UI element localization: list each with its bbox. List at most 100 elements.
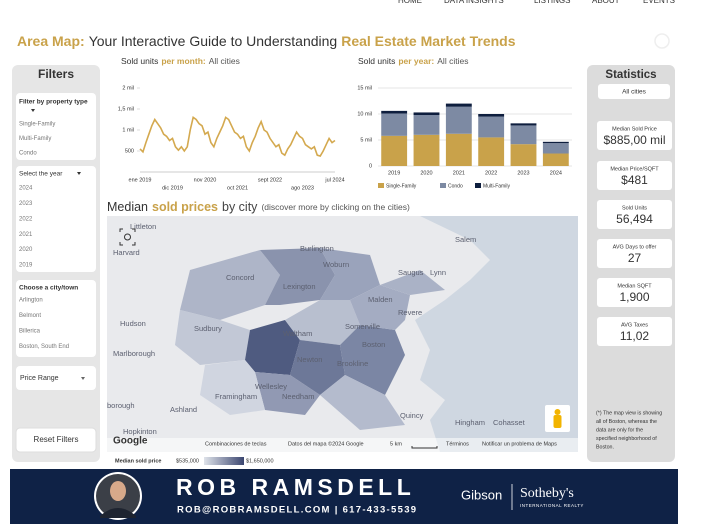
place-label: Brookline [337,359,368,368]
place-label: Harvard [113,248,140,257]
region[interactable] [290,340,345,395]
nav-link[interactable]: EVENTS [643,0,675,5]
place-label: Concord [226,273,254,282]
filter-option[interactable]: Multi-Family [19,136,51,142]
map-footer-text[interactable]: Términos [446,441,469,447]
filter-option[interactable]: 2022 [19,216,33,222]
bar [510,123,537,126]
filter-option[interactable]: 2019 [19,263,33,269]
map-footer-text[interactable]: Datos del mapa ©2024 Google [288,440,364,447]
stat-cards: Median Sold Price$885,00 mil Median Price… [597,121,672,346]
filter-option[interactable]: Boston, South End [19,344,69,350]
place-label: Somerville [345,322,380,331]
nav-link[interactable]: HOME [398,0,422,5]
pegman-icon [554,409,561,415]
stat-value: 11,02 [620,329,649,343]
location-icon [119,228,136,246]
chart-title-part: All cities [437,56,468,66]
note-line: (*) The map view is showing [596,410,662,416]
filter-option[interactable]: Arlington [19,298,43,304]
filter-label: Choose a city/town [19,285,78,292]
filter-label: Filter by property type [19,99,88,106]
banner-contact[interactable]: ROB@ROBRAMSDELL.COM | 617-433-5539 [177,505,417,516]
region[interactable] [180,250,280,320]
region[interactable] [350,285,410,330]
place-label: Ashland [170,405,197,414]
stat-card [597,200,672,229]
region[interactable] [320,375,405,430]
region[interactable] [245,320,300,375]
place-label: Waltham [283,329,312,338]
place-label: Needham [282,392,315,401]
stat-card [597,317,672,346]
chart-title-part: Sold units [121,56,158,66]
map-title-part: by city [222,200,258,214]
price-range-dropdown[interactable] [16,366,96,390]
stat-value: 56,494 [616,212,653,226]
bar [445,106,472,134]
y-tick-label: 5 mil [360,137,372,143]
x-tick-label: ene 2019 [129,177,152,183]
scope-label: All cities [622,89,647,96]
filter-option[interactable]: Condo [19,151,37,157]
chart-title: Sold units per month: All cities [121,56,240,66]
nav-link[interactable]: DATA INSIGHTS [444,0,504,5]
filter-option[interactable]: Billerica [19,329,41,335]
map-title-part: (discover more by clicking on the cities… [261,202,410,212]
filter-option[interactable]: Belmont [19,313,41,319]
stat-value: 1,900 [619,290,649,304]
photo-suit [100,508,136,518]
bar [510,144,537,166]
x-tick-label: 2021 [453,170,465,176]
filter-box[interactable] [16,280,96,357]
banner-name: ROB RAMSDELL [176,474,415,500]
region[interactable] [260,248,335,305]
map[interactable]: Littleton Burlington Harvard Woburn Salem Con… [107,216,578,452]
nav-link[interactable]: ABOUT [592,0,620,5]
filter-box[interactable] [16,93,96,160]
region[interactable] [200,360,265,415]
filter-option[interactable]: 2020 [19,247,33,253]
region[interactable] [285,300,360,345]
place-label: Hudson [120,319,146,328]
line [139,116,336,157]
filter-box[interactable] [16,166,96,272]
bar [445,133,472,166]
x-tick-label: 2019 [388,170,400,176]
filter-option[interactable]: 2024 [19,186,33,192]
region[interactable] [175,310,250,365]
place-label: borough [107,401,135,410]
legend-swatch [475,183,481,188]
region[interactable] [340,325,405,395]
map-footer-text[interactable]: Combinaciones de teclas [205,441,267,447]
brand-sothebys: Sotheby's [520,486,574,501]
map-footer-text[interactable]: Notificar un problema de Maps [482,441,557,447]
region[interactable] [320,248,380,300]
filter-option[interactable]: 2021 [19,232,33,238]
stat-label: Median Sold Price [612,126,657,132]
place-label: Boston [362,340,385,349]
region[interactable] [380,270,445,295]
place-label: Saugus [398,268,424,277]
bar [510,125,537,145]
chart-title-part: per year: [398,56,434,66]
note-line: data are only for the [596,427,643,433]
reset-button[interactable] [15,427,97,453]
nav-link[interactable]: LISTINGS [534,0,570,5]
y-tick-label: 0 [369,163,372,169]
filter-option[interactable]: Single-Family [19,122,55,128]
y-tick-label: 2 mil [122,85,134,91]
x-tick-label: dic 2019 [162,185,183,191]
map-footer-text[interactable]: 5 km [390,441,402,447]
y-tick-label: 1 mil [122,127,134,133]
scope-button[interactable] [598,84,670,99]
legend-swatch [440,183,446,188]
filter-option[interactable]: 2023 [19,201,33,207]
bar [478,114,505,117]
place-labels: Littleton Burlington Harvard Woburn Salem Con… [107,222,526,436]
brand-gibson: Gibson [461,487,502,502]
option-list: 2024 2023 2022 2021 2020 2019 [19,186,33,269]
x-tick-label: 2020 [420,170,432,176]
region[interactable] [255,372,320,415]
